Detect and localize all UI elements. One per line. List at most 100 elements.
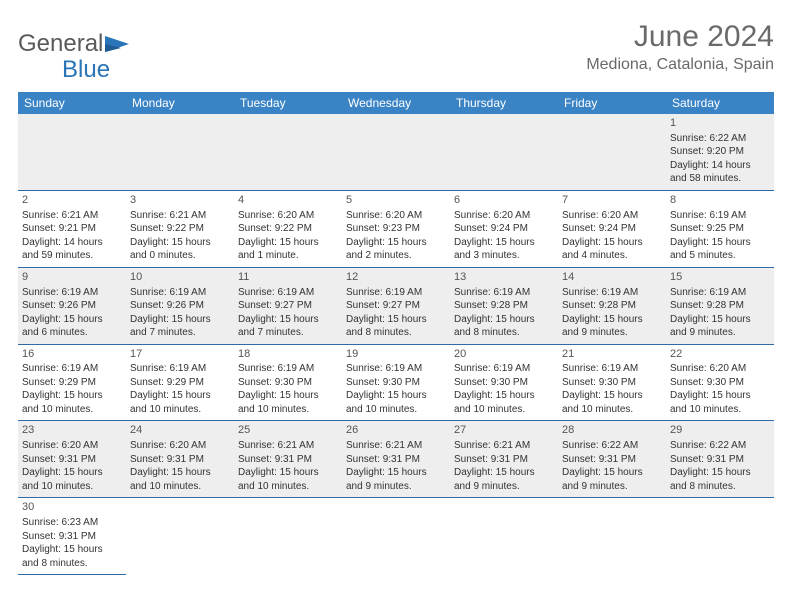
- sunrise-text: Sunrise: 6:21 AM: [22, 209, 122, 223]
- sunrise-text: Sunrise: 6:20 AM: [562, 209, 662, 223]
- calendar-week-row: 16Sunrise: 6:19 AMSunset: 9:29 PMDayligh…: [18, 344, 774, 421]
- sunset-text: Sunset: 9:26 PM: [22, 299, 122, 313]
- sunrise-text: Sunrise: 6:21 AM: [130, 209, 230, 223]
- day-number: 24: [130, 423, 230, 438]
- day-number: 5: [346, 193, 446, 208]
- sunrise-text: Sunrise: 6:19 AM: [346, 362, 446, 376]
- calendar-day-cell: [126, 114, 234, 190]
- weekday-header: Sunday: [18, 92, 126, 114]
- daylight-text: Daylight: 15 hours and 10 minutes.: [346, 389, 446, 416]
- calendar-day-cell: 19Sunrise: 6:19 AMSunset: 9:30 PMDayligh…: [342, 344, 450, 421]
- sunset-text: Sunset: 9:30 PM: [238, 376, 338, 390]
- daylight-text: Daylight: 15 hours and 8 minutes.: [454, 313, 554, 340]
- calendar-day-cell: 23Sunrise: 6:20 AMSunset: 9:31 PMDayligh…: [18, 421, 126, 498]
- sunset-text: Sunset: 9:29 PM: [22, 376, 122, 390]
- daylight-text: Daylight: 15 hours and 10 minutes.: [562, 389, 662, 416]
- sunrise-text: Sunrise: 6:19 AM: [346, 286, 446, 300]
- day-number: 27: [454, 423, 554, 438]
- sunset-text: Sunset: 9:29 PM: [130, 376, 230, 390]
- sunrise-text: Sunrise: 6:20 AM: [22, 439, 122, 453]
- day-number: 18: [238, 347, 338, 362]
- weekday-header: Tuesday: [234, 92, 342, 114]
- sunset-text: Sunset: 9:27 PM: [346, 299, 446, 313]
- daylight-text: Daylight: 15 hours and 0 minutes.: [130, 236, 230, 263]
- weekday-header: Thursday: [450, 92, 558, 114]
- day-number: 4: [238, 193, 338, 208]
- daylight-text: Daylight: 15 hours and 7 minutes.: [238, 313, 338, 340]
- sunset-text: Sunset: 9:21 PM: [22, 222, 122, 236]
- calendar-day-cell: [558, 114, 666, 190]
- weekday-header: Friday: [558, 92, 666, 114]
- day-number: 12: [346, 270, 446, 285]
- calendar-day-cell: 10Sunrise: 6:19 AMSunset: 9:26 PMDayligh…: [126, 267, 234, 344]
- sunrise-text: Sunrise: 6:22 AM: [562, 439, 662, 453]
- weekday-header: Saturday: [666, 92, 774, 114]
- calendar-day-cell: [234, 498, 342, 575]
- day-number: 3: [130, 193, 230, 208]
- calendar-day-cell: 8Sunrise: 6:19 AMSunset: 9:25 PMDaylight…: [666, 190, 774, 267]
- daylight-text: Daylight: 15 hours and 5 minutes.: [670, 236, 770, 263]
- day-number: 10: [130, 270, 230, 285]
- calendar-week-row: 1Sunrise: 6:22 AMSunset: 9:20 PMDaylight…: [18, 114, 774, 190]
- calendar-day-cell: [342, 114, 450, 190]
- day-number: 16: [22, 347, 122, 362]
- sunset-text: Sunset: 9:27 PM: [238, 299, 338, 313]
- sunrise-text: Sunrise: 6:19 AM: [130, 286, 230, 300]
- daylight-text: Daylight: 15 hours and 10 minutes.: [238, 466, 338, 493]
- calendar-day-cell: 6Sunrise: 6:20 AMSunset: 9:24 PMDaylight…: [450, 190, 558, 267]
- daylight-text: Daylight: 15 hours and 10 minutes.: [130, 389, 230, 416]
- daylight-text: Daylight: 15 hours and 6 minutes.: [22, 313, 122, 340]
- calendar-day-cell: 5Sunrise: 6:20 AMSunset: 9:23 PMDaylight…: [342, 190, 450, 267]
- sunset-text: Sunset: 9:24 PM: [454, 222, 554, 236]
- sunrise-text: Sunrise: 6:22 AM: [670, 132, 770, 146]
- daylight-text: Daylight: 15 hours and 2 minutes.: [346, 236, 446, 263]
- sunset-text: Sunset: 9:28 PM: [670, 299, 770, 313]
- sunset-text: Sunset: 9:22 PM: [238, 222, 338, 236]
- sunrise-text: Sunrise: 6:19 AM: [454, 362, 554, 376]
- daylight-text: Daylight: 15 hours and 9 minutes.: [562, 466, 662, 493]
- calendar-day-cell: 21Sunrise: 6:19 AMSunset: 9:30 PMDayligh…: [558, 344, 666, 421]
- sunrise-text: Sunrise: 6:19 AM: [22, 362, 122, 376]
- daylight-text: Daylight: 15 hours and 10 minutes.: [454, 389, 554, 416]
- calendar-day-cell: 3Sunrise: 6:21 AMSunset: 9:22 PMDaylight…: [126, 190, 234, 267]
- calendar-day-cell: 25Sunrise: 6:21 AMSunset: 9:31 PMDayligh…: [234, 421, 342, 498]
- daylight-text: Daylight: 15 hours and 9 minutes.: [670, 313, 770, 340]
- sunrise-text: Sunrise: 6:19 AM: [670, 209, 770, 223]
- sunset-text: Sunset: 9:28 PM: [562, 299, 662, 313]
- calendar-day-cell: 26Sunrise: 6:21 AMSunset: 9:31 PMDayligh…: [342, 421, 450, 498]
- calendar-day-cell: 2Sunrise: 6:21 AMSunset: 9:21 PMDaylight…: [18, 190, 126, 267]
- calendar-week-row: 23Sunrise: 6:20 AMSunset: 9:31 PMDayligh…: [18, 421, 774, 498]
- sunrise-text: Sunrise: 6:19 AM: [562, 362, 662, 376]
- month-title: June 2024: [586, 20, 774, 54]
- day-number: 6: [454, 193, 554, 208]
- logo-text-general: General: [18, 30, 103, 58]
- sunrise-text: Sunrise: 6:19 AM: [238, 286, 338, 300]
- sunrise-text: Sunrise: 6:23 AM: [22, 516, 122, 530]
- calendar-day-cell: 15Sunrise: 6:19 AMSunset: 9:28 PMDayligh…: [666, 267, 774, 344]
- calendar-day-cell: 22Sunrise: 6:20 AMSunset: 9:30 PMDayligh…: [666, 344, 774, 421]
- sunset-text: Sunset: 9:24 PM: [562, 222, 662, 236]
- logo-text-blue: Blue: [62, 56, 110, 84]
- calendar-day-cell: 20Sunrise: 6:19 AMSunset: 9:30 PMDayligh…: [450, 344, 558, 421]
- day-number: 30: [22, 500, 122, 515]
- sunset-text: Sunset: 9:31 PM: [22, 453, 122, 467]
- sunset-text: Sunset: 9:31 PM: [562, 453, 662, 467]
- calendar-day-cell: 11Sunrise: 6:19 AMSunset: 9:27 PMDayligh…: [234, 267, 342, 344]
- title-block: June 2024 Mediona, Catalonia, Spain: [586, 20, 774, 74]
- day-number: 9: [22, 270, 122, 285]
- day-number: 22: [670, 347, 770, 362]
- sunrise-text: Sunrise: 6:20 AM: [454, 209, 554, 223]
- sunset-text: Sunset: 9:20 PM: [670, 145, 770, 159]
- sunrise-text: Sunrise: 6:20 AM: [346, 209, 446, 223]
- calendar-day-cell: [18, 114, 126, 190]
- day-number: 28: [562, 423, 662, 438]
- sunrise-text: Sunrise: 6:19 AM: [130, 362, 230, 376]
- calendar-day-cell: 27Sunrise: 6:21 AMSunset: 9:31 PMDayligh…: [450, 421, 558, 498]
- sunrise-text: Sunrise: 6:19 AM: [562, 286, 662, 300]
- weekday-header: Monday: [126, 92, 234, 114]
- calendar-day-cell: 9Sunrise: 6:19 AMSunset: 9:26 PMDaylight…: [18, 267, 126, 344]
- sunrise-text: Sunrise: 6:19 AM: [670, 286, 770, 300]
- day-number: 14: [562, 270, 662, 285]
- day-number: 19: [346, 347, 446, 362]
- daylight-text: Daylight: 15 hours and 9 minutes.: [346, 466, 446, 493]
